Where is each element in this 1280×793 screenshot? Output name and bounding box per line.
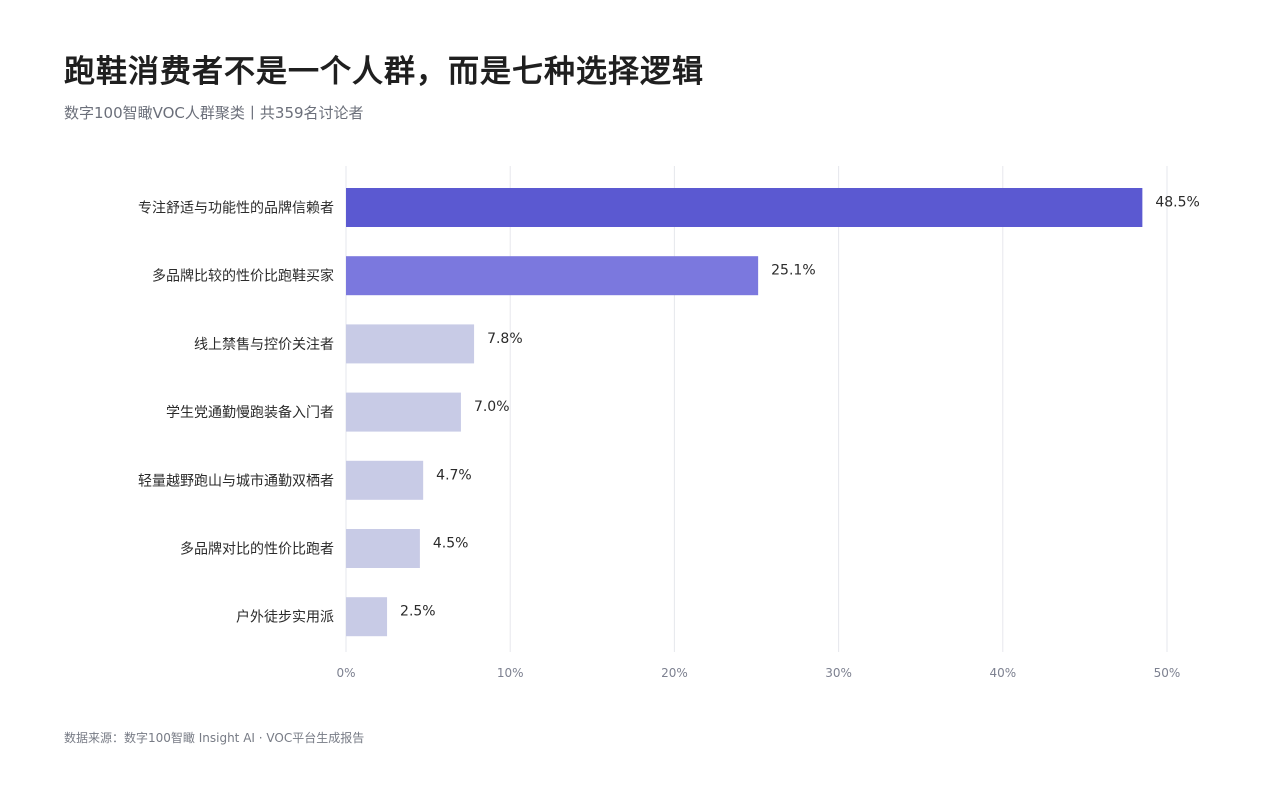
value-label: 4.7% xyxy=(436,467,472,483)
bar xyxy=(346,460,424,500)
x-tick-label: 50% xyxy=(1154,666,1181,680)
value-label: 2.5% xyxy=(400,604,436,620)
x-tick-label: 20% xyxy=(661,666,688,680)
x-axis-ticks: 0% 10% 20% 30% 40% 50% xyxy=(336,666,1180,680)
x-tick-label: 30% xyxy=(825,666,852,680)
bar xyxy=(346,392,461,432)
bar xyxy=(346,597,388,637)
bar xyxy=(346,324,475,364)
value-label: 25.1% xyxy=(771,263,815,279)
x-tick-label: 10% xyxy=(497,666,524,680)
page-title: 跑鞋消费者不是一个人群，而是七种选择逻辑 xyxy=(64,54,704,90)
grid-layer xyxy=(345,166,1168,652)
x-tick-label: 40% xyxy=(989,666,1016,680)
value-label: 48.5% xyxy=(1155,195,1199,211)
bars-layer xyxy=(346,188,1143,637)
page-subtitle: 数字100智瞰VOC人群聚类丨共359名讨论者 xyxy=(64,104,364,122)
category-label: 线上禁售与控价关注者 xyxy=(194,337,334,353)
labels-layer: 专注舒适与功能性的品牌信赖者 48.5% 多品牌比较的性价比跑鞋买家 25.1% 线上禁… xyxy=(138,195,1200,626)
value-label: 7.0% xyxy=(474,399,510,415)
value-label: 7.8% xyxy=(487,331,523,347)
bar xyxy=(346,188,1143,227)
category-label: 专注舒适与功能性的品牌信赖者 xyxy=(138,200,334,217)
category-label: 多品牌对比的性价比跑者 xyxy=(180,541,334,558)
category-label: 轻量越野跑山与城市通勤双栖者 xyxy=(138,472,334,489)
source-note: 数据来源：数字100智瞰 Insight AI · VOC平台生成报告 xyxy=(64,731,365,745)
category-label: 多品牌比较的性价比跑鞋买家 xyxy=(152,268,334,285)
bar xyxy=(346,256,759,296)
x-tick-label: 0% xyxy=(336,666,355,680)
category-label: 户外徒步实用派 xyxy=(236,609,334,626)
category-label: 学生党通勤慢跑装备入门者 xyxy=(166,404,334,421)
bar xyxy=(346,529,420,568)
value-label: 4.5% xyxy=(433,536,469,552)
